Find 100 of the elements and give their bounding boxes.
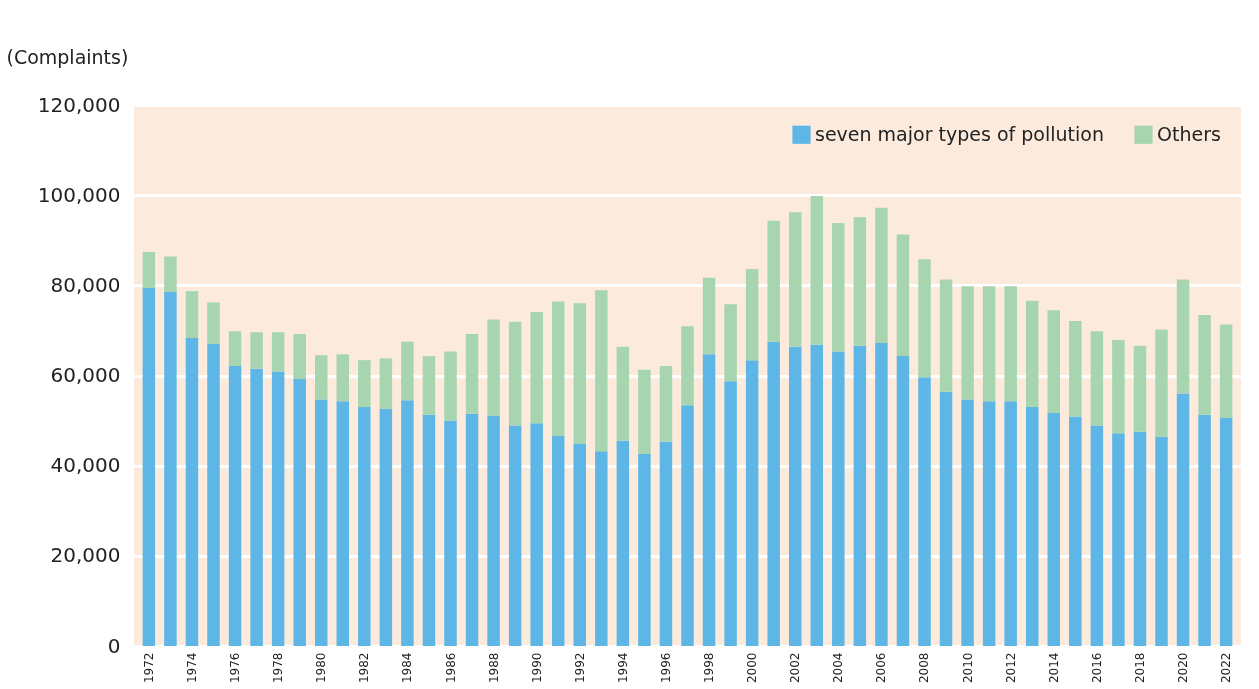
bar [681,326,694,406]
bar [142,288,156,646]
x-tick-label: 1996 [658,652,673,684]
bar [422,356,436,415]
x-tick-label: 2000 [745,652,760,684]
x-tick-label: 2004 [831,652,846,684]
bar [207,302,220,344]
y-tick-label: 100,000 [37,182,121,207]
bar [1176,393,1190,646]
bar [616,346,630,441]
bar [638,453,651,646]
bar [875,343,888,646]
bar [745,269,759,361]
x-tick-label: 1976 [228,652,243,684]
x-tick-label: 2006 [874,652,889,684]
bar [896,356,910,646]
bar [1176,279,1190,394]
bar [358,360,371,408]
bar [358,407,371,646]
y-axis-title: (Complaints) [6,45,129,68]
bar [1047,310,1061,413]
bar [918,377,931,646]
x-tick-label: 2022 [1219,652,1234,684]
bar [465,334,479,414]
x-tick-label: 2012 [1003,652,1018,684]
bar [896,234,910,357]
y-tick-label: 0 [107,633,121,658]
bar [379,408,393,646]
bar [185,338,199,646]
bar [939,279,953,392]
bar [1112,339,1125,434]
y-tick-label: 120,000 [37,92,121,117]
legend-label: seven major types of pollution [815,122,1104,145]
bar [573,303,587,444]
bar [1198,315,1211,415]
bar [616,440,630,646]
bar [681,405,694,646]
bar [595,290,608,452]
bar [293,379,306,646]
bar [444,420,457,646]
bar [530,311,543,424]
bar [724,304,737,382]
bar [918,259,931,378]
bar [1069,320,1082,417]
bar [1025,407,1039,646]
x-tick-label: 1986 [443,652,458,684]
bar [788,212,802,347]
bar [853,345,867,646]
bar [401,341,414,401]
bar [961,399,974,646]
x-tick-label: 2018 [1132,652,1147,684]
x-tick-label: 2014 [1046,652,1061,684]
bar [1047,412,1061,646]
bar [702,277,716,355]
bar [853,217,867,346]
bar [508,425,522,646]
bar [724,381,737,646]
bar [832,223,845,352]
bar [314,355,328,400]
bar [508,321,522,426]
bar [487,319,500,416]
y-tick-label: 40,000 [50,453,121,478]
x-tick-label: 1990 [529,652,544,684]
x-tick-label: 1978 [271,652,286,684]
bar [271,371,285,646]
bar [444,351,457,421]
bar [250,368,263,646]
bar [961,286,974,400]
y-tick-label: 20,000 [50,543,121,568]
bar [487,415,500,646]
y-tick-label: 60,000 [50,363,121,387]
bar [982,401,996,646]
bar [551,435,565,646]
bar [659,366,673,442]
bar [207,343,220,646]
bar [1090,425,1104,646]
bar [379,358,393,409]
y-tick-label: 80,000 [50,272,121,297]
bar [1025,300,1039,408]
bar [702,354,716,646]
bar [1112,433,1125,646]
bar [142,251,156,289]
x-tick-label: 1972 [141,652,156,684]
bar [788,346,802,646]
bar [1133,431,1147,646]
bar [982,286,996,402]
bar [1219,417,1233,646]
bar [314,399,328,646]
bar [422,414,436,646]
bar [573,443,587,646]
legend-label: Others [1157,122,1221,145]
x-tick-label: 1982 [357,652,372,684]
x-tick-label: 1980 [314,652,329,684]
bar [595,451,608,646]
bar [745,360,759,646]
x-tick-label: 2008 [917,652,932,684]
bar [164,256,177,293]
bar [228,366,242,646]
bar [638,369,651,454]
x-tick-label: 1974 [184,652,199,684]
